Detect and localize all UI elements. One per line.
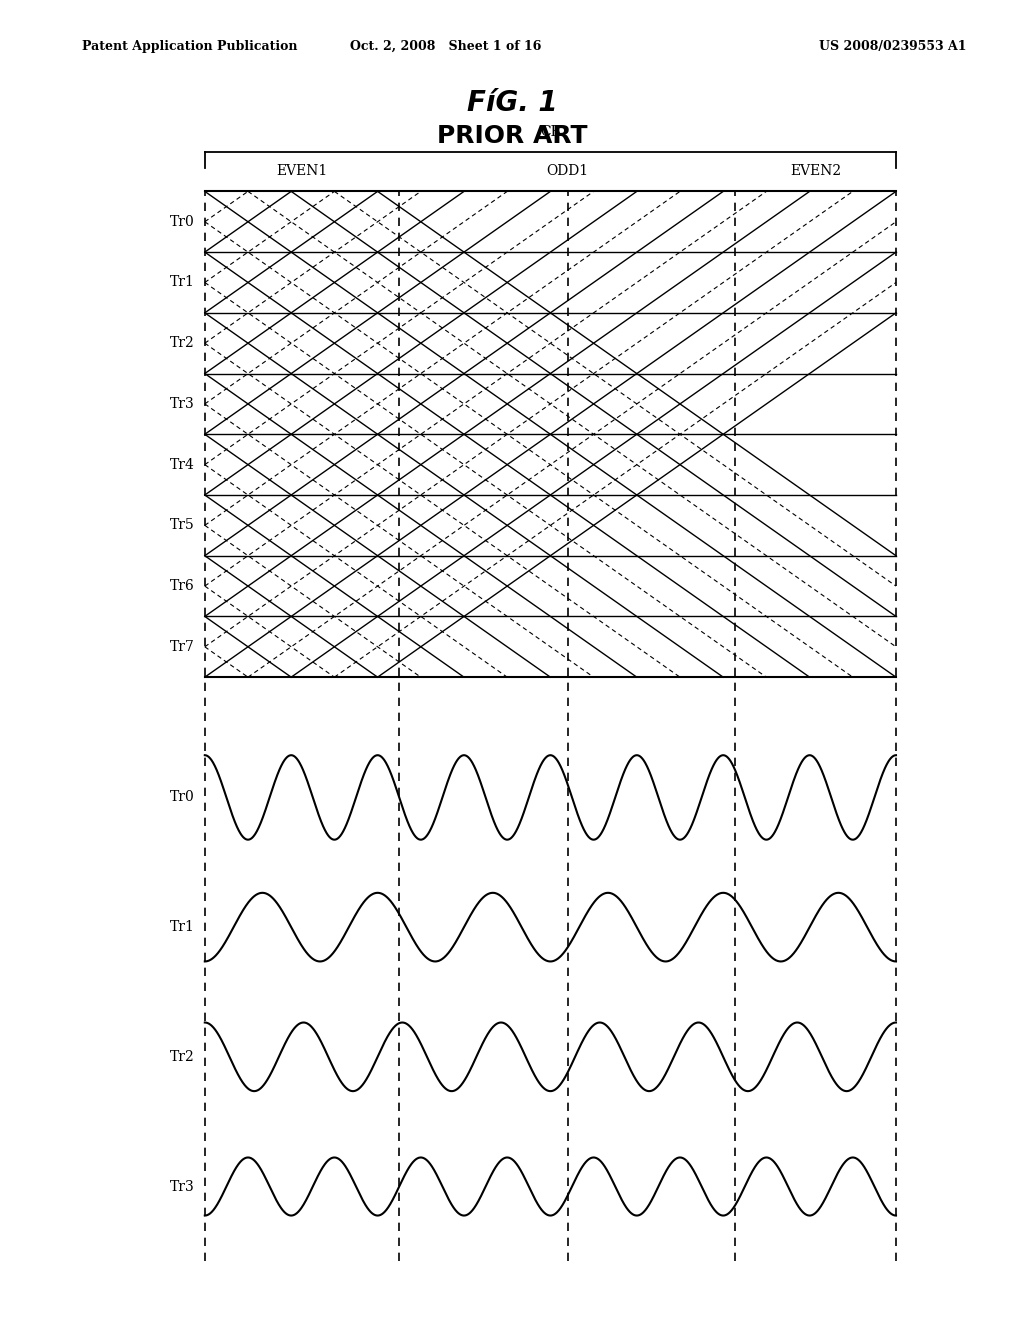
Text: Oct. 2, 2008   Sheet 1 of 16: Oct. 2, 2008 Sheet 1 of 16 bbox=[350, 40, 541, 53]
Text: US 2008/0239553 A1: US 2008/0239553 A1 bbox=[819, 40, 967, 53]
Text: ODD1: ODD1 bbox=[546, 164, 589, 178]
Text: Tr2: Tr2 bbox=[170, 1049, 195, 1064]
Text: EVEN1: EVEN1 bbox=[276, 164, 328, 178]
Text: FíG. 1: FíG. 1 bbox=[467, 88, 557, 117]
Text: Tr1: Tr1 bbox=[170, 920, 195, 935]
Text: CB: CB bbox=[540, 124, 561, 139]
Text: EVEN2: EVEN2 bbox=[791, 164, 841, 178]
Text: Tr3: Tr3 bbox=[170, 1180, 195, 1193]
Text: Tr3: Tr3 bbox=[170, 397, 195, 411]
Text: PRIOR ART: PRIOR ART bbox=[437, 124, 587, 148]
Text: Tr0: Tr0 bbox=[170, 215, 195, 228]
Text: Tr4: Tr4 bbox=[170, 458, 195, 471]
Text: Tr5: Tr5 bbox=[170, 519, 195, 532]
Text: Tr7: Tr7 bbox=[170, 640, 195, 653]
Text: Tr2: Tr2 bbox=[170, 337, 195, 350]
Text: Tr1: Tr1 bbox=[170, 276, 195, 289]
Text: Tr6: Tr6 bbox=[170, 579, 195, 593]
Text: Patent Application Publication: Patent Application Publication bbox=[82, 40, 297, 53]
Text: Tr0: Tr0 bbox=[170, 791, 195, 804]
